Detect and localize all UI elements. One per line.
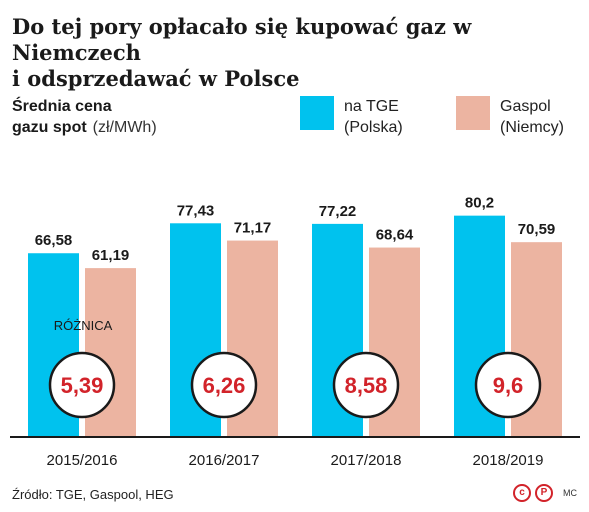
publisher-logo: c P MC bbox=[513, 484, 577, 502]
legend-gaspol-line-2: (Niemcy) bbox=[500, 119, 564, 136]
bar-value-label: 71,17 bbox=[234, 220, 272, 237]
category-label: 2015/2016 bbox=[47, 452, 118, 469]
category-label: 2017/2018 bbox=[331, 452, 402, 469]
subtitle-line-1: Średnia cena bbox=[12, 98, 112, 115]
subtitle-line-2-text: gazu spot bbox=[12, 119, 87, 136]
bar-value-label: 77,43 bbox=[177, 202, 215, 219]
legend-text-gaspol: Gaspol (Niemcy) bbox=[500, 96, 564, 138]
difference-label: RÓŻNICA bbox=[54, 318, 113, 333]
legend-text-tge: na TGE (Polska) bbox=[344, 96, 403, 138]
legend-item-gaspol: Gaspol (Niemcy) bbox=[456, 96, 564, 138]
bar-chart: 66,58 61,19 5,39 2015/2016 77,43 71,17 6,26 201… bbox=[10, 195, 580, 469]
bar-value-label: 70,59 bbox=[518, 221, 556, 238]
copyright-icon: c bbox=[513, 484, 531, 502]
legend-tge-line-1: na TGE bbox=[344, 98, 399, 115]
publisher-icon: P bbox=[535, 484, 553, 502]
legend-swatch-tge bbox=[300, 96, 334, 130]
category-label: 2016/2017 bbox=[189, 452, 260, 469]
logo-initials: MC bbox=[563, 488, 577, 498]
bar-value-label: 61,19 bbox=[92, 247, 130, 264]
subtitle-line-2: gazu spot (zł/MWh) bbox=[12, 117, 157, 138]
bar-value-label: 66,58 bbox=[35, 232, 73, 249]
bar-value-label: 77,22 bbox=[319, 203, 357, 220]
unit-label: (zł/MWh) bbox=[92, 119, 157, 136]
difference-value: 9,6 bbox=[493, 373, 524, 398]
chart-subtitle: Średnia cena gazu spot (zł/MWh) bbox=[12, 96, 157, 138]
category-label: 2018/2019 bbox=[473, 452, 544, 469]
difference-circle bbox=[190, 351, 258, 419]
difference-circle bbox=[48, 351, 116, 419]
bar-value-label: 68,64 bbox=[376, 227, 414, 244]
legend-gaspol-line-1: Gaspol bbox=[500, 98, 551, 115]
title-line-1: Do tej pory opłacało się kupować gaz w N… bbox=[12, 14, 472, 65]
source-footer: Źródło: TGE, Gaspool, HEG bbox=[12, 487, 174, 502]
legend-tge-line-2: (Polska) bbox=[344, 119, 403, 136]
chart-title: Do tej pory opłacało się kupować gaz w N… bbox=[12, 14, 582, 92]
difference-circle bbox=[332, 351, 400, 419]
legend-swatch-gaspol bbox=[456, 96, 490, 130]
difference-value: 6,26 bbox=[203, 373, 246, 398]
difference-value: 8,58 bbox=[345, 373, 388, 398]
legend-item-tge: na TGE (Polska) bbox=[300, 96, 403, 138]
difference-circle bbox=[474, 351, 542, 419]
bar-value-label: 80,2 bbox=[465, 195, 494, 212]
difference-value: 5,39 bbox=[61, 373, 104, 398]
title-line-2: i odsprzedawać w Polsce bbox=[12, 66, 300, 91]
